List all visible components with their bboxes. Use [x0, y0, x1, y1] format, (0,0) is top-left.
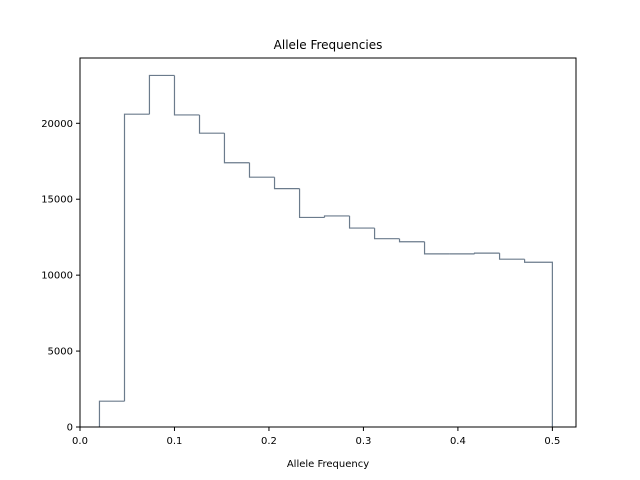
x-tick-label: 0.4	[450, 436, 466, 447]
histogram-bin-9	[323, 215, 350, 218]
histogram-bin-2	[148, 74, 175, 115]
histogram-bin-12	[398, 238, 425, 243]
x-tick-label: 0.0	[72, 436, 88, 447]
x-axis: 0.0 0.1 0.2 0.3 0.4 0.5	[72, 427, 560, 447]
y-tick-label: 5000	[48, 347, 73, 358]
y-tick-label: 10000	[41, 271, 73, 282]
histogram-bin-4	[198, 114, 225, 134]
histogram-bin-3	[173, 75, 200, 116]
histogram-bin-6	[248, 162, 275, 178]
histogram-bin-16	[498, 253, 525, 260]
chart-title: Allele Frequencies	[274, 38, 383, 52]
histogram-bin-7	[273, 177, 300, 190]
histogram-bin-0	[98, 400, 125, 427]
x-tick-label: 0.1	[167, 436, 183, 447]
histogram-bin-15	[473, 252, 500, 254]
plot-area	[98, 74, 553, 427]
x-axis-label: Allele Frequency	[287, 459, 369, 470]
y-tick-label: 15000	[41, 195, 73, 206]
histogram-bin-8	[298, 188, 325, 219]
histogram-bin-5	[223, 133, 250, 164]
histogram-bin-11	[373, 228, 400, 240]
histogram-bin-17	[524, 259, 553, 427]
histogram-bin-10	[348, 215, 375, 229]
y-axis: 0 5000 10000 15000 20000	[41, 119, 80, 434]
y-tick-label: 20000	[41, 119, 73, 130]
x-tick-label: 0.5	[544, 436, 560, 447]
x-tick-label: 0.3	[355, 436, 371, 447]
histogram-bin-13	[423, 241, 450, 255]
y-tick-label: 0	[67, 423, 73, 434]
axes-frame	[79, 57, 577, 428]
histogram-bin-1	[123, 113, 150, 402]
x-tick-label: 0.2	[261, 436, 277, 447]
